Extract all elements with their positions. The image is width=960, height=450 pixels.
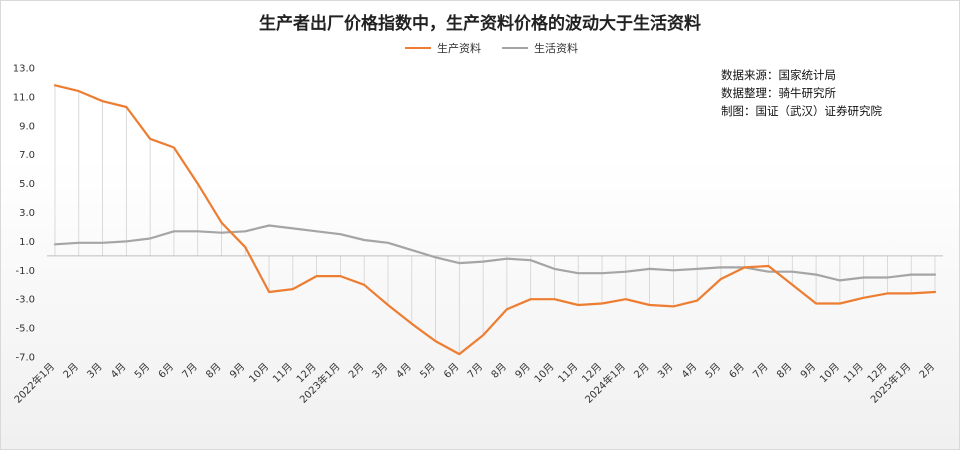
- note-source: 数据来源：国家统计局: [721, 68, 836, 82]
- legend-label-series-1: 生产资料: [437, 41, 481, 55]
- legend: 生产资料 生活资料: [405, 41, 578, 55]
- y-tick-label: -1.0: [15, 266, 35, 277]
- x-tick-label: 10月: [532, 361, 557, 386]
- note-chart-maker: 制图：国证（武汉）证券研究院: [721, 104, 882, 118]
- y-tick-label: 13.0: [13, 64, 35, 75]
- x-tick-label: 6月: [156, 361, 176, 381]
- x-tick-label: 6月: [441, 361, 461, 381]
- x-tick-label: 10月: [247, 361, 272, 386]
- x-tick-label: 9月: [227, 361, 247, 381]
- x-tick-label: 8月: [489, 361, 509, 381]
- x-tick-label: 4月: [108, 361, 128, 381]
- x-tick-label: 5月: [132, 361, 152, 381]
- x-tick-label: 5月: [418, 361, 438, 381]
- y-axis: 13.0 11.0 9.0 7.0 5.0 3.0 1.0 -1.0 -3.0 -5.0 -7.0: [13, 64, 35, 364]
- y-tick-label: -3.0: [15, 295, 35, 306]
- chart-title: 生产者出厂价格指数中，生产资料价格的波动大于生活资料: [259, 13, 701, 34]
- legend-label-series-2: 生活资料: [534, 41, 578, 55]
- x-tick-label: 9月: [798, 361, 818, 381]
- x-tick-label: 2月: [917, 361, 937, 381]
- x-tick-label: 11月: [841, 361, 866, 386]
- series-layer: [53, 84, 937, 356]
- x-tick-label: 5月: [703, 361, 723, 381]
- x-tick-label: 10月: [817, 361, 842, 386]
- x-tick-label: 3月: [655, 361, 675, 381]
- y-tick-label: -7.0: [15, 353, 35, 364]
- x-tick-label: 8月: [204, 361, 224, 381]
- x-tick-label: 9月: [513, 361, 533, 381]
- x-tick-label: 7月: [465, 361, 485, 381]
- y-tick-label: 1.0: [19, 237, 35, 248]
- x-tick-label: 3月: [85, 361, 105, 381]
- y-tick-label: 5.0: [19, 179, 35, 190]
- x-tick-label: 6月: [727, 361, 747, 381]
- y-tick-label: 7.0: [19, 150, 35, 161]
- y-tick-label: -5.0: [15, 324, 35, 335]
- x-tick-label: 2月: [61, 361, 81, 381]
- x-tick-label: 4月: [679, 361, 699, 381]
- x-tick-label: 11月: [270, 361, 295, 386]
- x-tick-label: 3月: [370, 361, 390, 381]
- x-tick-label: 8月: [774, 361, 794, 381]
- x-tick-label: 7月: [751, 361, 771, 381]
- x-tick-label: 4月: [394, 361, 414, 381]
- y-tick-label: 9.0: [19, 121, 35, 132]
- x-tick-label: 2月: [632, 361, 652, 381]
- note-compiler: 数据整理：骑牛研究所: [721, 86, 836, 100]
- series-line-2: [53, 224, 937, 282]
- y-tick-label: 3.0: [19, 208, 35, 219]
- drop-lines: [54, 85, 936, 355]
- series-line-1: [53, 84, 937, 356]
- x-tick-label: 11月: [556, 361, 581, 386]
- x-tick-label: 2022年1月: [11, 360, 57, 406]
- source-notes: 数据来源：国家统计局 数据整理：骑牛研究所 制图：国证（武汉）证券研究院: [721, 68, 882, 118]
- x-tick-label: 2月: [346, 361, 366, 381]
- x-tick-label: 7月: [180, 361, 200, 381]
- y-tick-label: 11.0: [13, 92, 35, 103]
